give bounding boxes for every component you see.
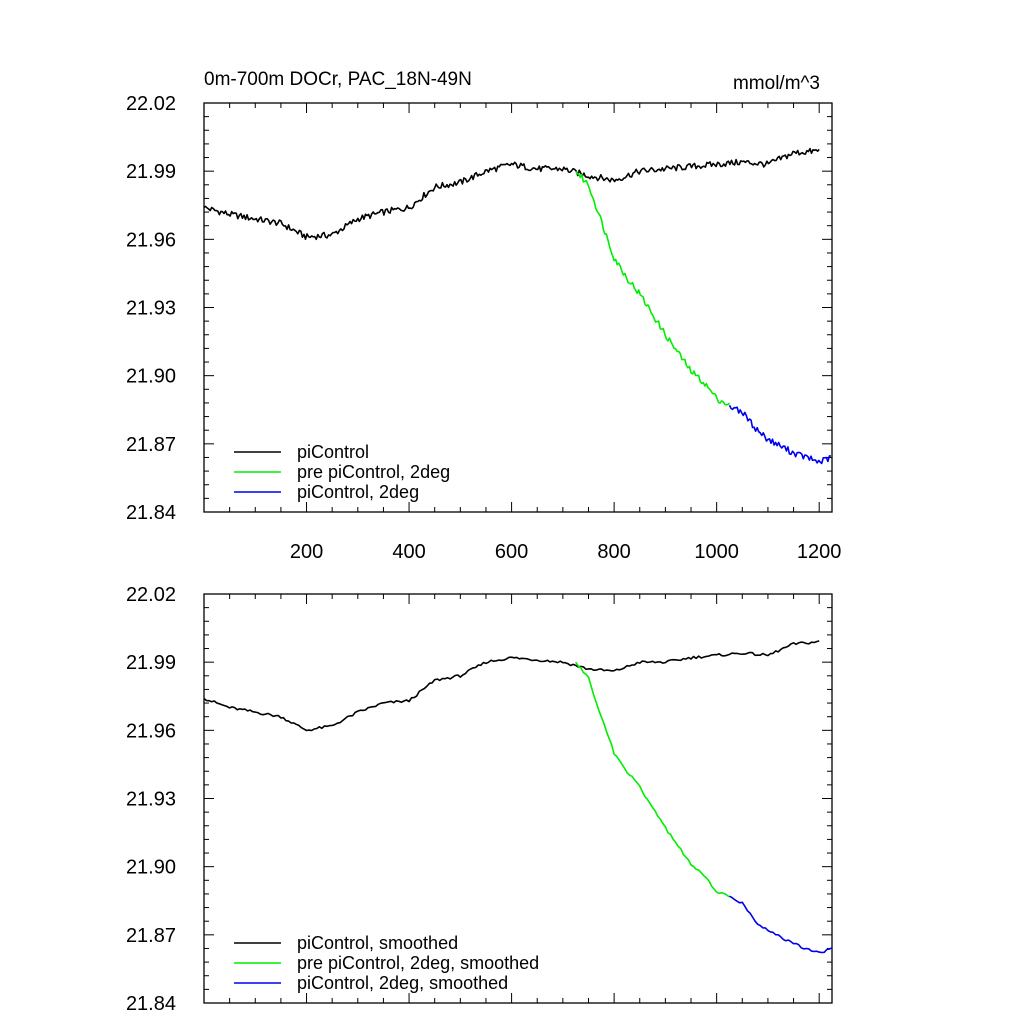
y-tick-label: 21.90	[126, 857, 176, 879]
y-tick-label: 21.93	[126, 789, 176, 811]
top-panel: 21.84 21.87 21.90 21.93 21.96 21.99 22.02 200 40…	[126, 69, 841, 563]
series-line-0	[203, 640, 820, 732]
y-tick-label: 21.84	[126, 502, 176, 524]
x-tick-label: 400	[392, 541, 425, 563]
y-tick-label: 22.02	[126, 584, 176, 606]
units-label: mmol/m^3	[733, 73, 820, 94]
series-line-2	[729, 895, 833, 954]
series-line-2	[728, 404, 832, 465]
x-tick-label: 1200	[797, 541, 842, 563]
legend-label: piControl	[297, 442, 369, 462]
x-tick-label: 600	[495, 541, 528, 563]
y-tick-label: 21.99	[126, 652, 176, 674]
y-tick-label: 21.87	[126, 925, 176, 947]
series-line-1	[575, 170, 731, 406]
x-tick-label: 1000	[694, 541, 739, 563]
legend-label: pre piControl, 2deg	[297, 462, 450, 482]
chart-title: 0m-700m DOCr, PAC_18N-49N	[204, 69, 472, 90]
y-tick-label: 21.96	[126, 229, 176, 251]
x-tick-label: 200	[290, 541, 323, 563]
legend-label: piControl, 2deg	[297, 482, 419, 502]
legend-label: piControl, smoothed	[297, 933, 458, 953]
x-tick-label: 800	[597, 541, 630, 563]
series-line-0	[203, 147, 820, 241]
y-tick-label: 21.90	[126, 366, 176, 388]
legend-label: pre piControl, 2deg, smoothed	[297, 953, 539, 973]
series-line-1	[575, 661, 730, 898]
y-tick-label: 21.93	[126, 298, 176, 320]
y-tick-label: 21.99	[126, 161, 176, 183]
bottom-panel: 21.84 21.87 21.90 21.93 21.96 21.99 22.02 piCon…	[126, 584, 833, 1015]
legend-label: piControl, 2deg, smoothed	[297, 973, 508, 993]
y-tick-label: 21.84	[126, 993, 176, 1015]
y-tick-label: 22.02	[126, 93, 176, 115]
y-tick-label: 21.87	[126, 434, 176, 456]
y-tick-label: 21.96	[126, 720, 176, 742]
